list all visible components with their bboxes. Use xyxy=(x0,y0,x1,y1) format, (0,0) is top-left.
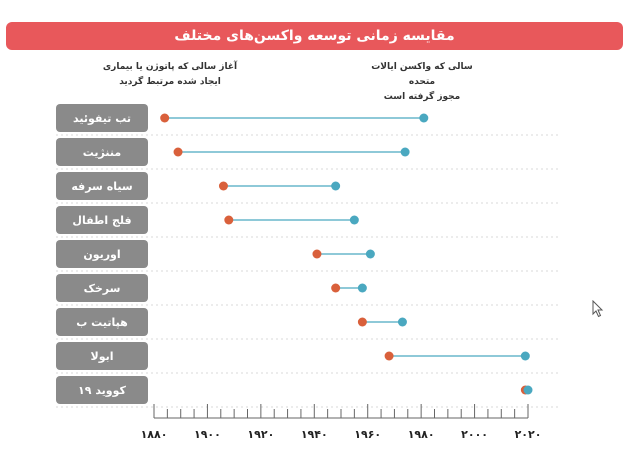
category-label-box xyxy=(56,172,148,200)
category-label: سرخک xyxy=(84,282,121,295)
chart-title: مقایسه زمانی توسعه واکسن‌های مختلف xyxy=(6,22,623,50)
category-label-box xyxy=(56,206,148,234)
category-label: فلج اطفال xyxy=(72,214,131,227)
x-tick-label: ۱۹۰۰ xyxy=(194,428,221,441)
start-year-point xyxy=(331,283,341,293)
legend-approval-line2: مجوز گرفته است xyxy=(383,92,461,102)
category-label-box xyxy=(56,308,148,336)
category-label-box xyxy=(56,104,148,132)
start-year-point xyxy=(312,249,322,259)
x-tick-label: ۱۹۴۰ xyxy=(301,428,328,441)
category-label: مننژیت xyxy=(83,146,121,159)
category-label-box xyxy=(56,240,148,268)
start-year-point xyxy=(357,317,367,327)
x-tick-label: ۱۹۶۰ xyxy=(354,428,381,441)
approval-year-point xyxy=(349,215,359,225)
start-year-point xyxy=(384,351,394,361)
approval-year-point xyxy=(365,249,375,259)
mouse-cursor-icon xyxy=(592,300,604,318)
category-label: کووید ۱۹ xyxy=(78,384,126,397)
category-label-box xyxy=(56,274,148,302)
category-label-box xyxy=(56,342,148,370)
x-tick-label: ۱۸۸۰ xyxy=(141,428,168,441)
start-year-point xyxy=(218,181,228,191)
category-label: ابولا xyxy=(91,350,114,363)
x-tick-label: ۲۰۲۰ xyxy=(515,428,542,441)
approval-year-point xyxy=(357,283,367,293)
approval-year-point xyxy=(397,317,407,327)
category-label: سیاه سرفه xyxy=(71,180,132,193)
x-tick-label: ۲۰۰۰ xyxy=(461,428,488,441)
category-label-box xyxy=(56,376,148,404)
approval-year-point xyxy=(400,147,410,157)
start-year-point xyxy=(173,147,183,157)
start-year-point xyxy=(160,113,170,123)
category-label: اوریون xyxy=(83,248,120,261)
legend-start-line2: ایجاد شده مرتبط گردید xyxy=(119,77,221,87)
legend-approval-text: سالی که واکسن ایالات متحده مجوز گرفته اس… xyxy=(362,60,482,105)
legend-start-line1: آغاز سالی که پاتوژن یا بیماری xyxy=(102,62,238,72)
start-year-point xyxy=(224,215,234,225)
x-tick-label: ۱۹۸۰ xyxy=(408,428,435,441)
legend-start-text: آغاز سالی که پاتوژن یا بیماری ایجاد شده … xyxy=(95,60,245,90)
legend-approval-line1: سالی که واکسن ایالات متحده xyxy=(371,62,473,87)
category-label-box xyxy=(56,138,148,166)
x-tick-label: ۱۹۲۰ xyxy=(247,428,274,441)
approval-year-point xyxy=(520,351,530,361)
approval-year-point xyxy=(331,181,341,191)
category-label: تب تیفوئید xyxy=(73,112,131,125)
approval-year-point xyxy=(523,385,533,395)
category-label: هپاتیت ب xyxy=(76,316,127,329)
approval-year-point xyxy=(419,113,429,123)
